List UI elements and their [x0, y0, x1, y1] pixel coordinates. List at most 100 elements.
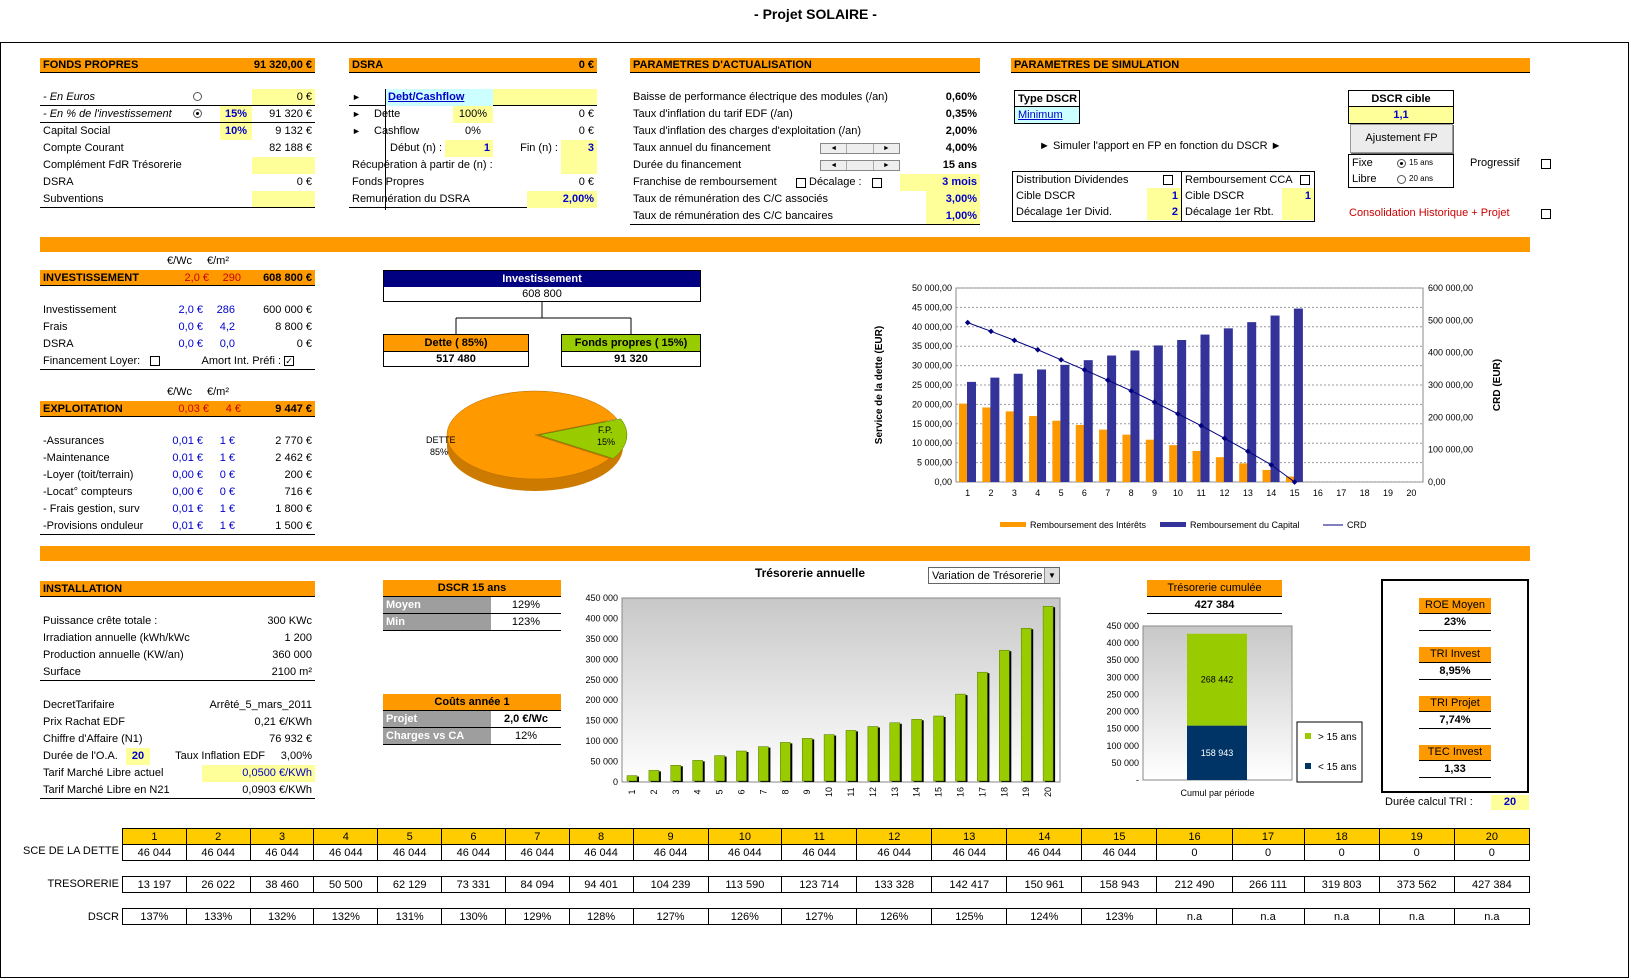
actualisation-value: 0,60%	[945, 91, 977, 103]
fp-row-pct	[220, 140, 252, 157]
x-tick-label: 4	[1035, 488, 1040, 498]
year-header-row-cell: 8	[568, 828, 634, 845]
exploitation-row-value: 200 €	[284, 469, 312, 481]
decalage-divid-input[interactable]: 2	[1147, 204, 1181, 220]
fp-mode-radio[interactable]	[193, 109, 202, 119]
remboursement-cca-label: Remboursement CCA	[1185, 174, 1293, 186]
x-tick-label: 12	[868, 787, 878, 797]
fp-row-value[interactable]: 0 €	[252, 89, 315, 105]
progressif-checkbox[interactable]	[1541, 159, 1551, 170]
exploitation-row-value: 716 €	[284, 486, 312, 498]
spin-control[interactable]: ◄ ►	[820, 143, 900, 154]
dscr-min-value: 123%	[511, 616, 541, 628]
investissement-total: 608 800 €	[263, 272, 312, 284]
tresorerie-row-cell: 373 562	[1378, 876, 1455, 893]
type-dscr-select[interactable]: Minimum	[1015, 107, 1079, 123]
cible-dscr-1-input[interactable]: 1	[1147, 188, 1181, 204]
actualisation-label: Taux de rémunération des C/C bancaires	[633, 209, 833, 222]
y-tick-label: 300 000	[585, 654, 618, 664]
tarif-marche-libre-input[interactable]: 0,0500 €/KWh	[202, 765, 315, 782]
bar-interets	[1192, 450, 1202, 482]
fonds-propres-title: FONDS PROPRES	[43, 59, 139, 71]
oa-row: Durée de l'O.A. 20 Taux Inflation EDF 3,…	[40, 748, 315, 765]
dsra-rem-label: Remunération du DSRA	[352, 192, 471, 205]
decalage-checkbox[interactable]	[872, 177, 882, 188]
bar-tresorerie	[867, 726, 879, 782]
bar-interets	[982, 407, 992, 482]
fixe-radio[interactable]	[1397, 158, 1406, 168]
libre-radio[interactable]	[1397, 174, 1406, 184]
y2-axis-label: CRD (EUR)	[1492, 359, 1503, 411]
treso-cumulee-title: Trésorerie cumulée	[1147, 580, 1282, 597]
fp-row-label: Subventions	[43, 192, 104, 205]
sce-dette-row-cell: 0	[1303, 844, 1380, 861]
actualisation-label: Baisse de performance électrique des mod…	[633, 91, 888, 103]
treso-variation-dropdown[interactable]: Variation de Trésorerie ▼	[928, 567, 1060, 584]
dsra-fin-input[interactable]: 3	[561, 140, 597, 157]
cible-dscr-2-input[interactable]: 1	[1282, 188, 1314, 204]
tresorerie-row-cell: 62 129	[377, 876, 443, 893]
investissement-row-label: Frais	[43, 321, 68, 333]
decalage-label: Décalage :	[809, 176, 862, 188]
x-tick-label: 13	[1243, 488, 1253, 498]
fp-row-value: 91 320 €	[269, 108, 312, 120]
tarif-marche-libre-label: Tarif Marché Libre actuel	[43, 767, 164, 779]
debt-cashflow-link[interactable]: Debt/Cashflow	[385, 88, 493, 106]
distribution-dividendes-checkbox[interactable]	[1163, 175, 1173, 185]
investissement-row-wc: 2,0 €	[178, 304, 203, 316]
x-tick-label: 5	[715, 789, 725, 794]
bar-tresorerie	[933, 715, 944, 782]
y-tick-label: 5 000,00	[917, 458, 952, 468]
dsra-debut-input[interactable]: 1	[445, 140, 493, 157]
financement-loyer-checkbox[interactable]	[150, 356, 160, 366]
dsra-recup-input[interactable]	[561, 157, 597, 174]
bar-interets	[1005, 411, 1015, 482]
actualisation-value[interactable]: 3,00%	[926, 191, 980, 208]
actualisation-value[interactable]: 3 mois	[900, 174, 980, 191]
simuler-apport-text[interactable]: ► Simuler l'apport en FP en fonction du …	[1039, 140, 1282, 152]
fp-row-label: - En Euros	[43, 90, 95, 103]
duree-oa-input[interactable]: 20	[126, 748, 150, 765]
x-tick-label: 14	[1266, 488, 1276, 498]
y-tick-label: 150 000	[1106, 724, 1139, 734]
exploitation-wc: 0,03 €	[178, 403, 209, 415]
decalage-rbt-input[interactable]	[1282, 204, 1314, 220]
bar-capital	[1107, 355, 1117, 482]
sce-dette-label: SCE DE LA DETTE	[23, 845, 119, 857]
year-header-row-cell: 13	[931, 828, 1008, 845]
exploitation-row-label: -Provisions onduleur	[43, 519, 144, 532]
ajustement-fp-button[interactable]: Ajustement FP	[1350, 124, 1453, 153]
dsra-dette-pct[interactable]: 100%	[453, 106, 493, 123]
y-tick-label: 0,00	[934, 477, 952, 487]
duree-tri-input[interactable]: 20	[1491, 795, 1529, 810]
sce-dette-row-cell: 46 044	[249, 844, 315, 861]
crd-point	[1034, 346, 1041, 353]
kpi-item: TRI Projet 7,74%	[1419, 696, 1491, 729]
fp-row-value[interactable]	[252, 191, 315, 207]
libre-label: Libre	[1352, 173, 1377, 185]
tresorerie-row-cell: 133 328	[856, 876, 933, 893]
kpi-item: ROE Moyen 23%	[1419, 598, 1491, 631]
dscr-cible-input[interactable]: 1,1	[1349, 107, 1453, 123]
exploitation-row-m2: 1 €	[219, 452, 235, 464]
distribution-dividendes-label: Distribution Dividendes	[1016, 174, 1129, 186]
fp-row-value[interactable]	[252, 157, 315, 174]
amort-int-prefi-checkbox[interactable]: ✓	[284, 356, 294, 366]
bar-interets	[1262, 469, 1272, 482]
exploitation-row-value: 2 462 €	[275, 452, 312, 464]
consolidation-checkbox[interactable]	[1541, 209, 1551, 220]
spin-control[interactable]: ◄ ►	[820, 160, 900, 171]
dscr-row-label: DSCR	[87, 911, 119, 923]
fp-mode-radio[interactable]	[193, 92, 202, 102]
y-tick-label: 350 000	[585, 634, 618, 644]
remboursement-cca-checkbox[interactable]	[1300, 175, 1310, 185]
bar-capital	[1037, 369, 1047, 482]
y-tick-label: 450 000	[1106, 621, 1139, 631]
franchise-checkbox[interactable]	[796, 177, 806, 188]
x-tick-label: 20	[1406, 488, 1416, 498]
actualisation-value[interactable]: 1,00%	[926, 208, 980, 224]
tree-dette-label: Dette ( 85%)	[384, 335, 528, 352]
investissement-panel: €/Wc €/m² INVESTISSEMENT 2,0 € 290 608 8…	[40, 255, 315, 370]
chevron-down-icon[interactable]: ▼	[1044, 568, 1059, 583]
dsra-rem-input[interactable]: 2,00%	[527, 190, 597, 208]
